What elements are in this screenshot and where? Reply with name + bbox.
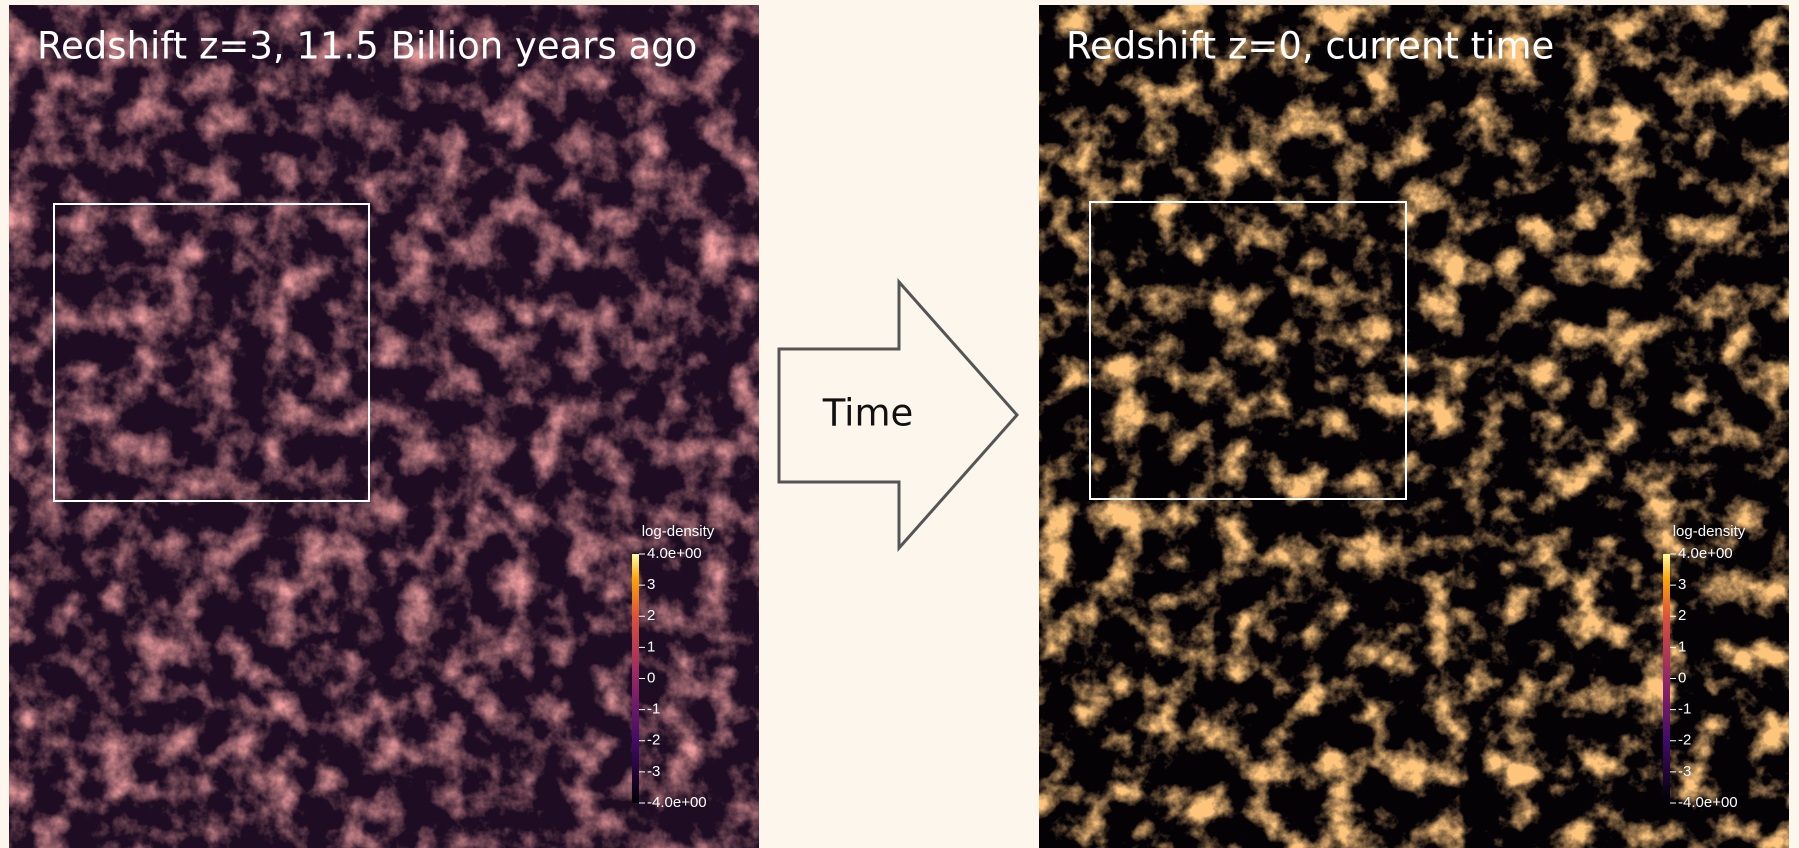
colorbar-tick-label: -4.0e+00 (1678, 794, 1738, 811)
colorbar-tick-label: -1 (1678, 701, 1691, 718)
colorbar-tick-label: -3 (647, 763, 660, 780)
colorbar-tick-label: -1 (647, 701, 660, 718)
colorbar-tick-label: 0 (1678, 669, 1686, 686)
figure: Redshift z=3, 11.5 Billion years ago Red… (0, 0, 1799, 848)
colorbar-tick-label: 1 (1678, 638, 1686, 655)
colorbar-label: log-density (642, 523, 715, 540)
colorbar-tick-label: 0 (647, 669, 655, 686)
colorbar-tick-label: 3 (1678, 576, 1686, 593)
panel-left: Redshift z=3, 11.5 Billion years ago (9, 5, 759, 848)
colorbar-tick-label: -4.0e+00 (647, 794, 707, 811)
colorbar-tick-label: 4.0e+00 (1678, 545, 1733, 562)
colorbar-tick-label: 2 (1678, 607, 1686, 624)
panel-title: Redshift z=3, 11.5 Billion years ago (37, 25, 697, 68)
colorbar-tick-label: 3 (647, 576, 655, 593)
colorbar-tick-label: -2 (647, 732, 660, 749)
colorbar (632, 554, 639, 803)
colorbar (1663, 554, 1670, 803)
colorbar-tick-label: -2 (1678, 732, 1691, 749)
colorbar-tick-label: 2 (647, 607, 655, 624)
density-field (1039, 5, 1789, 848)
colorbar-tick-label: -3 (1678, 763, 1691, 780)
panel-right: Redshift z=0, current time (1039, 5, 1789, 848)
panel-title: Redshift z=0, current time (1066, 25, 1554, 68)
density-field (9, 5, 759, 848)
colorbar-tick-label: 1 (647, 638, 655, 655)
colorbar-tick-label: 4.0e+00 (647, 545, 702, 562)
arrow-label: Time (822, 392, 914, 435)
time-arrow: Time (779, 282, 1017, 548)
colorbar-label: log-density (1673, 523, 1746, 540)
